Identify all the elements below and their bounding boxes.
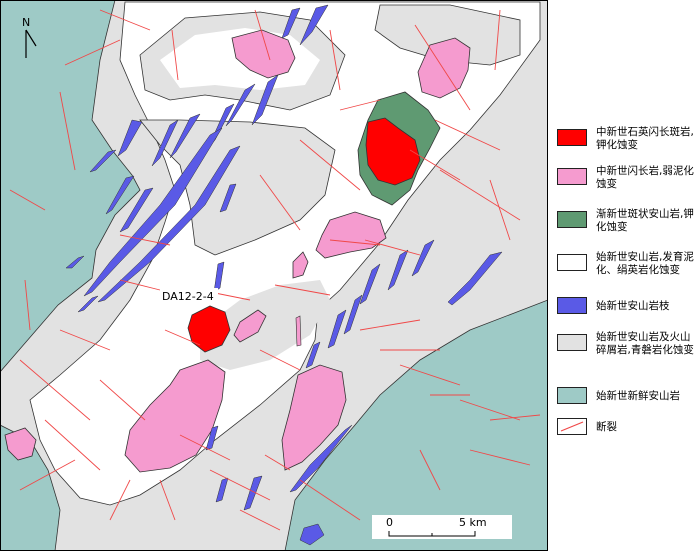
breccia-inlier-central [139,119,336,256]
white-fill-swatch [557,254,587,271]
diorite-body-small-southwest [233,309,267,343]
fresh-andesite-unit-west [0,0,141,373]
diorite-dike-small [295,315,302,347]
legend-label-fault: 断裂 [596,421,617,433]
diorite-body-southwest [124,359,226,473]
legend-label-eocene-andesite: 始新世安山岩,发育泥化、绢英岩化蚀变 [596,251,694,276]
legend-label-fresh-andesite: 始新世新鲜安山岩 [596,390,680,402]
legend-label-porphyritic-andesite: 渐新世斑状安山岩,钾化蚀变 [596,208,694,233]
scale-bar: 0 5 km [372,515,512,539]
fault-line-swatch [557,418,587,435]
teal-fill-swatch [557,387,587,404]
diorite-body-small-central [292,251,309,279]
geological-map: N DA12-2-4 0 5 km [0,0,548,551]
diorite-body-west-edge [4,427,37,461]
legend-label-dike: 始新世安山岩枝 [596,300,670,312]
green-fill-swatch [557,211,587,228]
quartz-diorite-porphyry-north [365,117,421,186]
diorite-body-north [231,29,296,79]
pink-fill-swatch [557,168,587,185]
scale-bar-end: 5 km [459,516,487,529]
legend-label-diorite: 中新世闪长岩,弱泥化蚀变 [596,165,694,190]
blue-fill-swatch [557,297,587,314]
north-arrow-label: N [22,16,30,29]
north-arrow: N [22,16,37,58]
north-arrow-icon [25,29,37,58]
breccia-inlier-southwest [200,280,330,370]
breccia-inlier-northeast [374,4,521,66]
sample-label: DA12-2-4 [162,290,214,303]
fresh-andesite-unit-east [284,299,548,551]
quartz-diorite-porphyry-sample [187,305,231,353]
scale-bar-zero: 0 [386,516,393,529]
sample-label-box [160,288,218,303]
red-fill-swatch [557,129,587,146]
gray-fill-swatch [557,334,587,351]
diorite-body-south [281,364,347,471]
diorite-body-central [315,211,387,259]
andesite-dikes [65,4,503,546]
legend-label-breccia: 始新世安山岩及火山碎屑岩,青磐岩化蚀变 [596,331,694,356]
diorite-body-northeast [417,37,471,99]
legend-label-porphyry: 中新世石英闪长斑岩,钾化蚀变 [596,126,694,151]
fault-lines [9,9,541,531]
